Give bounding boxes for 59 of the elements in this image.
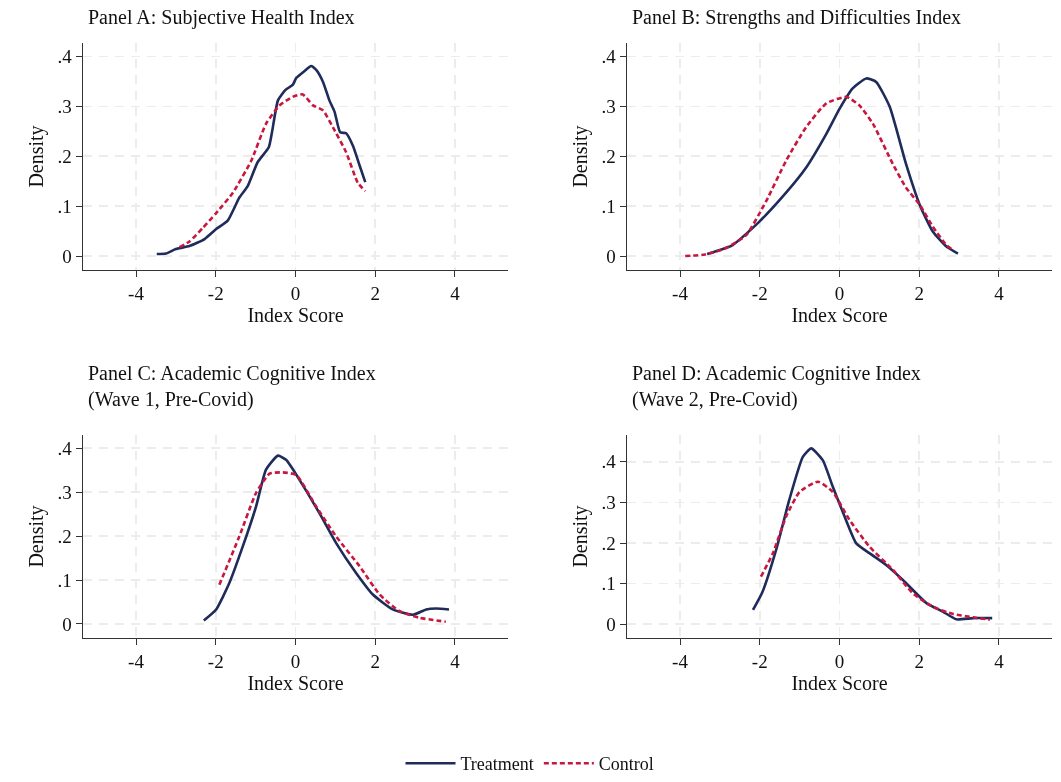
- x-tick-label: 4: [994, 283, 1005, 305]
- y-tick-label: .3: [57, 481, 72, 503]
- x-tick-label: 4: [450, 283, 461, 305]
- x-tick-label: -2: [207, 283, 224, 305]
- chart-title: Panel B: Strengths and Difficulties Index: [632, 6, 962, 29]
- y-tick-label: 0: [62, 245, 72, 267]
- y-tick-label: .4: [57, 437, 73, 459]
- line-series: [683, 95, 955, 258]
- x-tick-label: -2: [751, 651, 768, 673]
- x-tick-label: -4: [672, 283, 689, 305]
- x-tick-label: 0: [834, 651, 845, 673]
- y-tick-label: .2: [601, 145, 616, 167]
- y-tick-label: .3: [57, 96, 72, 118]
- x-tick-label: -2: [207, 651, 224, 673]
- x-tick-label: 2: [370, 283, 380, 305]
- x-axis-title: Index Score: [791, 672, 888, 695]
- y-axis-title: Density: [569, 125, 593, 188]
- y-tick-label: .3: [601, 96, 616, 118]
- chart-title: Panel D: Academic Cognitive Index (Wave 2, Pre-Covid): [632, 362, 921, 411]
- x-tick-label: 2: [914, 283, 924, 305]
- line-series: [759, 480, 992, 622]
- y-axis-title: Density: [569, 505, 593, 568]
- x-axis-title: Index Score: [247, 672, 344, 695]
- x-tick-label: 0: [834, 283, 845, 305]
- line-series: [218, 471, 448, 624]
- x-tick-label: 4: [994, 651, 1005, 673]
- y-axis-title: Density: [25, 125, 49, 188]
- y-tick-label: 0: [606, 613, 616, 635]
- x-tick-label: 2: [914, 651, 924, 673]
- y-tick-label: .4: [57, 46, 73, 68]
- line-series: [155, 64, 367, 256]
- y-tick-label: .1: [601, 573, 616, 595]
- x-tick-label: 2: [370, 651, 380, 673]
- y-tick-label: .2: [57, 145, 72, 167]
- y-tick-label: .1: [57, 195, 72, 217]
- line-series: [178, 93, 367, 249]
- chart-title: Panel C: Academic Cognitive Index (Wave 1, Pre-Covid): [88, 362, 376, 411]
- chart-title: Panel A: Subjective Health Index: [88, 6, 355, 29]
- y-axis-title: Density: [25, 505, 49, 568]
- y-tick-label: .3: [601, 492, 616, 514]
- y-tick-label: .4: [601, 46, 617, 68]
- x-tick-label: 4: [450, 651, 461, 673]
- y-tick-label: .2: [601, 532, 616, 554]
- y-tick-label: .1: [601, 195, 616, 217]
- x-axis-title: Index Score: [247, 304, 344, 327]
- x-tick-label: -4: [672, 651, 689, 673]
- x-tick-label: -2: [751, 283, 768, 305]
- x-tick-label: -4: [128, 283, 145, 305]
- x-tick-label: 0: [290, 651, 301, 673]
- legend-label: Treatment: [460, 754, 534, 775]
- y-tick-label: .4: [601, 451, 617, 473]
- x-tick-label: -4: [128, 651, 145, 673]
- y-tick-label: .1: [57, 569, 72, 591]
- x-axis-title: Index Score: [791, 304, 888, 327]
- legend-label: Control: [598, 754, 654, 775]
- y-tick-label: 0: [62, 613, 72, 635]
- x-tick-label: 0: [290, 283, 301, 305]
- y-tick-label: 0: [606, 245, 616, 267]
- y-tick-label: .2: [57, 525, 72, 547]
